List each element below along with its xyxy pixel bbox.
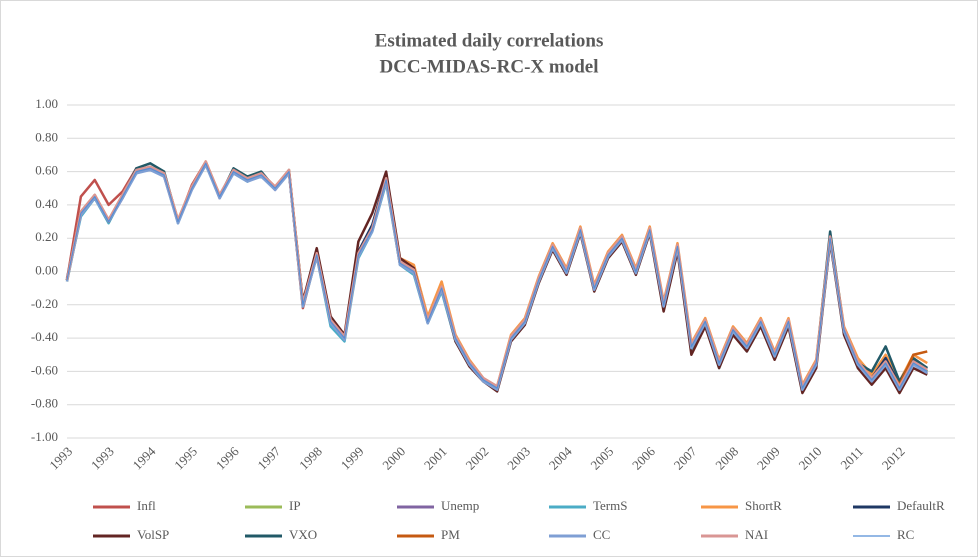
legend-label: RC <box>897 527 914 542</box>
legend-label: VolSP <box>137 527 169 542</box>
legend-label: Unemp <box>441 498 479 513</box>
legend-label: DefaultR <box>897 498 945 513</box>
y-tick-label: 0.40 <box>35 196 58 211</box>
legend-label: NAI <box>745 527 768 542</box>
legend-label: CC <box>593 527 610 542</box>
y-tick-label: -0.80 <box>31 396 58 411</box>
y-tick-label: -0.20 <box>31 296 58 311</box>
y-tick-label: 0.60 <box>35 163 58 178</box>
y-tick-label: 0.20 <box>35 229 58 244</box>
legend-label: ShortR <box>745 498 782 513</box>
y-tick-label: -0.40 <box>31 329 58 344</box>
legend-label: Infl <box>137 498 156 513</box>
chart-title: Estimated daily correlations <box>375 30 604 51</box>
chart-subtitle: DCC-MIDAS-RC-X model <box>379 56 598 77</box>
legend-label: IP <box>289 498 301 513</box>
line-series <box>65 163 928 391</box>
y-tick-label: -1.00 <box>31 429 58 444</box>
legend-label: PM <box>441 527 460 542</box>
legend-label: VXO <box>289 527 317 542</box>
y-tick-label: -0.60 <box>31 362 58 377</box>
y-tick-label: 0.00 <box>35 262 58 277</box>
line-series <box>66 162 928 389</box>
y-tick-label: 0.80 <box>35 129 58 144</box>
y-tick-label: 1.00 <box>35 96 58 111</box>
legend-label: TermS <box>593 498 627 513</box>
